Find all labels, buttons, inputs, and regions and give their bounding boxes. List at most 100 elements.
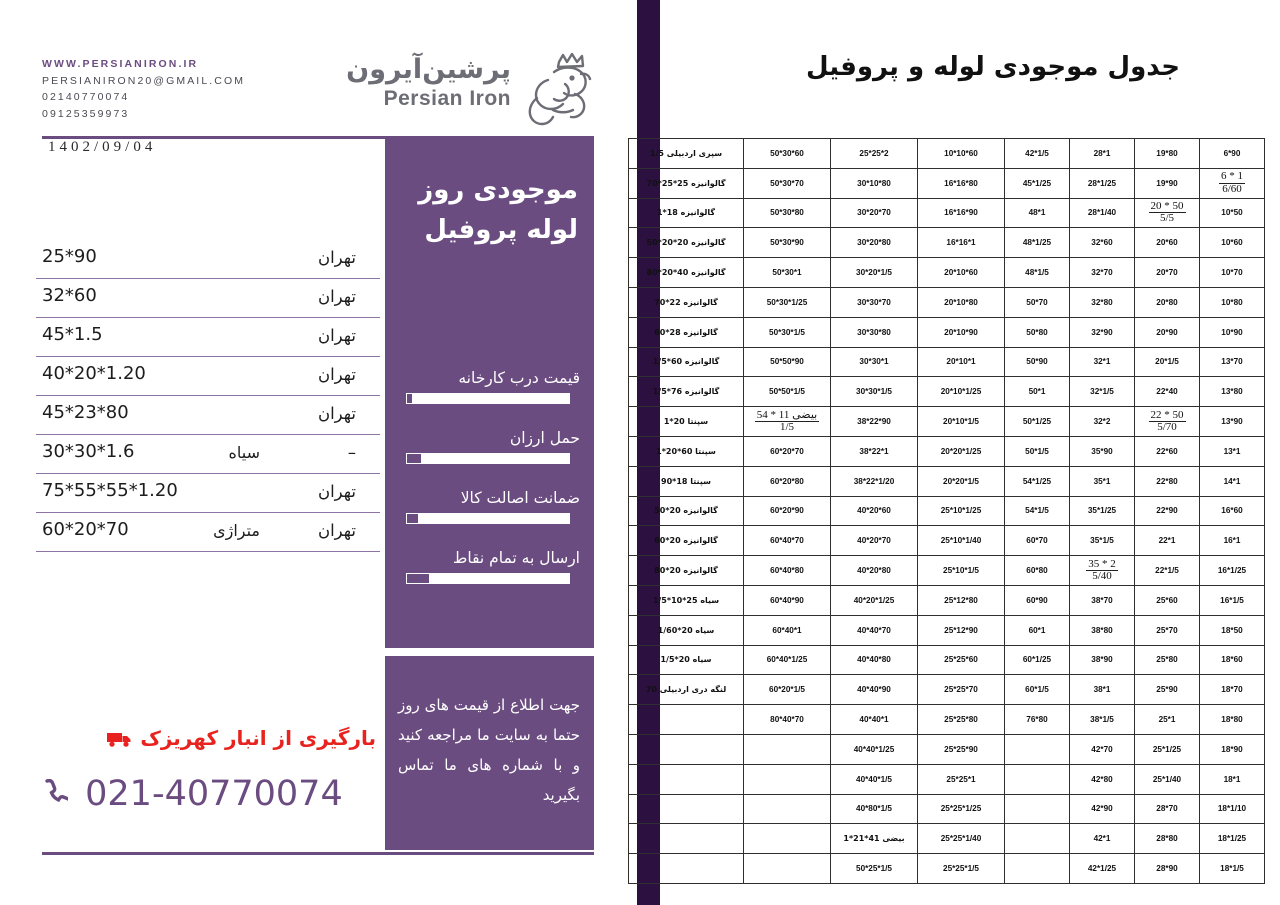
table-cell: 32*1 [1069,346,1135,378]
table-cell: 20*20*1/5 [917,465,1005,497]
table-cell [1004,823,1070,855]
stock-city: تهران [317,326,356,345]
table-row: 10*60 20*60 32*60 48*1/25 16*16*1 30*20*80 50*… [628,227,1265,259]
feature-item-factory-price: قیمت درب کارخانه [398,368,580,404]
brand-logo-text: پرشین‌آیرون Persian Iron [346,54,511,112]
list-item: 45*1.5 تهران [36,318,380,357]
table-cell: 35 * 2 5/40 [1069,555,1135,586]
header-divider-rule [42,136,594,139]
table-cell: 10*90 [1199,316,1265,348]
table-cell: 13*1 [1199,435,1265,467]
table-cell: 42*1/5 [1004,138,1070,169]
table-cell: گالوانیزه 20*60 [628,525,744,557]
stock-city: تهران [317,287,356,306]
table-cell: سپنتا 18*90 [628,465,744,497]
table-cell: 50*90 [1004,346,1070,378]
table-cell: 40*40*1/25 [830,733,918,765]
table-cell: 22*1 [1134,525,1200,557]
table-cell: 16*1/5 [1199,584,1265,616]
stock-size: 32*60 [42,285,97,306]
table-cell: 18*80 [1199,704,1265,735]
table-cell [628,763,744,795]
table-cell: گالوانیزه 18*1 [628,197,744,229]
table-cell: 25*10*1/40 [917,525,1005,557]
stock-size: 45*1.5 [42,324,103,345]
stock-city: تهران [317,365,356,384]
table-cell: 60*40*1 [743,614,831,646]
table-cell: 38*1 [1069,674,1135,706]
table-cell: 48*1/5 [1004,257,1070,288]
table-cell [628,853,744,884]
table-cell: 42*90 [1069,793,1135,825]
table-cell: 14*1 [1199,465,1265,497]
table-row: 16*1/25 22*1/5 35 * 2 5/40 60*80 25*10*1/5 40*… [628,555,1265,586]
table-cell: 22*80 [1134,465,1200,497]
table-cell: 50*30*70 [743,167,831,199]
table-cell: 6 * 1 6/60 [1199,167,1265,199]
table-cell: 20*80 [1134,286,1200,318]
table-cell: 42*70 [1069,733,1135,765]
table-row: 6 * 1 6/60 19*90 28*1/25 45*1/25 16*16*80 30*1… [628,167,1265,199]
table-cell: 40*20*80 [830,555,918,586]
table-cell: 60*1/25 [1004,644,1070,676]
table-cell: 10*50 [1199,197,1265,229]
table-cell: 30*30*80 [830,316,918,348]
table-cell: 32*90 [1069,316,1135,348]
table-cell [743,793,831,825]
table-cell: 40*40*90 [830,674,918,706]
table-cell: 32*1/5 [1069,376,1135,408]
table-cell: 50*30*60 [743,138,831,169]
table-cell: 10*60 [1199,227,1265,259]
table-cell: 16*16*90 [917,197,1005,229]
table-cell: 50*1/25 [1004,406,1070,437]
table-cell: 18*90 [1199,733,1265,765]
table-cell: 60*20*90 [743,495,831,527]
table-cell: 25*1/25 [1134,733,1200,765]
table-cell: 18*1/10 [1199,793,1265,825]
table-row: 18*50 25*70 38*80 60*1 25*12*90 40*40*70 60*40… [628,614,1265,646]
table-row: 18*90 25*1/25 42*70 25*25*90 40*40*1/25 [628,733,1265,765]
table-cell: 25*60 [1134,584,1200,616]
table-row: 13*80 22*40 32*1/5 50*1 20*10*1/25 30*30*1/5 5… [628,376,1265,408]
table-cell: 22 * 50 5/70 [1134,406,1200,437]
table-cell: 42*1/25 [1069,853,1135,884]
table-cell: 28*1/25 [1069,167,1135,199]
table-cell: 60*80 [1004,555,1070,586]
table-row: 16*60 22*90 35*1/25 54*1/5 25*10*1/25 40*20*6… [628,495,1265,527]
table-cell: 40*40*70 [830,614,918,646]
table-cell: 54*1/25 [1004,465,1070,497]
list-item: 30*30*1.6 سیاه – [36,435,380,474]
table-cell: گالوانیزه 20*20*50 [628,227,744,259]
stock-table-wrapper: 6*90 19*80 28*1 42*1/5 10*10*60 25*25*2 50*30*… [628,138,1265,884]
list-item: 25*90 تهران [36,240,380,279]
table-cell: 48*1 [1004,197,1070,229]
table-cell: 10*70 [1199,257,1265,288]
table-row: 13*1 22*60 35*90 50*1/5 20*20*1/25 38*22*1 60*… [628,435,1265,467]
table-cell: 38*22*1 [830,435,918,467]
email-text: PERSIANIRON20@GMAIL.COM [42,74,246,87]
table-cell: 22*60 [1134,435,1200,467]
notice-panel: جهت اطلاع از قیمت های روز حتما به سایت م… [385,656,594,850]
table-row: 18*80 25*1 38*1/5 76*80 25*25*80 40*40*1 80*40… [628,704,1265,735]
panel-heading-line1: موجودی روز [418,175,578,205]
table-cell: 50*50*1/5 [743,376,831,408]
table-cell: 20*10*1/5 [917,406,1005,437]
table-cell: 35*1 [1069,465,1135,497]
table-cell [1004,853,1070,884]
phone-number-text: 021-40770074 [85,774,343,814]
table-cell: 16*16*1 [917,227,1005,259]
table-cell: 19*80 [1134,138,1200,169]
table-cell: 38*90 [1069,644,1135,676]
fraction-value: 35 * 2 5/40 [1086,557,1118,583]
brand-name-en: Persian Iron [383,87,511,110]
table-row: 18*60 25*80 38*90 60*1/25 25*25*60 40*40*80 60… [628,644,1265,676]
right-sheet: جدول موجودی لوله و پروفیل 6*90 19*80 28*1 4… [628,0,1280,905]
table-cell: 30*30*1/5 [830,376,918,408]
stock-city: تهران [317,404,356,423]
table-cell: 28*70 [1134,793,1200,825]
table-cell: گالوانیزه 20*50 [628,495,744,527]
list-item: 45*23*80 تهران [36,396,380,435]
table-cell: 20*1/5 [1134,346,1200,378]
table-cell: 28*80 [1134,823,1200,855]
table-cell: 54*1/5 [1004,495,1070,527]
